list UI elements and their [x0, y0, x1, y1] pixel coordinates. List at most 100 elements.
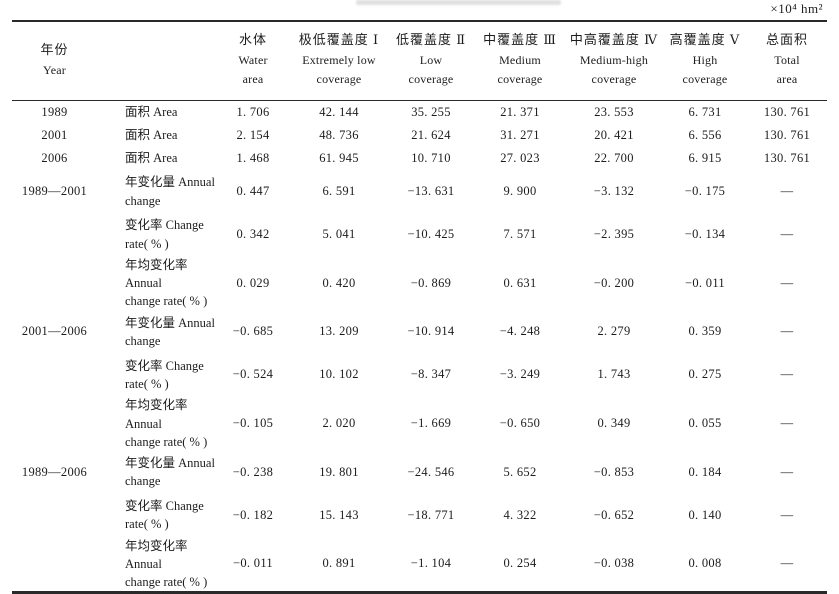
total-value-cell: 130. 761 — [763, 128, 811, 142]
year-cell — [12, 537, 97, 593]
col-header-zh: 中高覆盖度 Ⅳ — [569, 32, 659, 48]
value-cell: −0. 685 — [232, 324, 274, 339]
value-cell: 0. 349 — [597, 416, 631, 431]
col-header-en: Low — [419, 53, 443, 68]
value-cell: −1. 669 — [410, 416, 452, 431]
value-cell: 23. 553 — [594, 105, 634, 119]
total-value-cell: 130. 761 — [763, 105, 811, 119]
col-header-en: Total — [774, 53, 800, 68]
value-cell: 6. 591 — [322, 184, 356, 198]
year-cell: 1989—2001 — [21, 184, 88, 198]
metric-label-cell: 面积 Area — [125, 128, 178, 143]
col-header-en: coverage — [591, 72, 637, 87]
value-cell: 19. 801 — [319, 464, 359, 479]
value-cell: 6. 731 — [688, 105, 722, 119]
table-row: 变化率 Change rate( % ) −0. 524 10. 102 −8. 347… — [12, 353, 827, 396]
value-cell: 4. 322 — [503, 507, 537, 522]
value-cell: 48. 736 — [319, 128, 359, 142]
value-cell: −10. 425 — [407, 227, 455, 241]
table-row: 1989—2001 年变化量 Annual change 0. 447 6. 591 −1… — [12, 170, 827, 213]
total-value-cell: — — [780, 324, 794, 339]
value-cell: 0. 184 — [688, 464, 722, 479]
value-cell: −0. 524 — [232, 367, 274, 382]
col-header-en: coverage — [682, 72, 728, 87]
year-cell — [12, 256, 97, 310]
value-cell: 7. 571 — [503, 227, 537, 241]
col-header-metric — [97, 21, 215, 101]
value-cell: −0. 853 — [593, 464, 635, 479]
col-header-en: area — [242, 72, 264, 87]
col-header-low: 低覆盖度 Ⅱ Low coverage — [387, 21, 475, 101]
value-cell: 20. 421 — [594, 128, 634, 142]
total-value-cell: — — [780, 507, 794, 522]
value-cell: −0. 182 — [232, 507, 274, 522]
value-cell: −0. 200 — [593, 275, 635, 290]
value-cell: 0. 254 — [503, 556, 537, 571]
value-cell: −2. 395 — [593, 227, 635, 241]
year-cell: 1989 — [41, 105, 68, 119]
table-row: 年均变化率 Annual change rate( % ) −0. 105 2. 02… — [12, 396, 827, 450]
value-cell: 0. 140 — [688, 507, 722, 522]
col-header-water: 水体 Water area — [215, 21, 291, 101]
total-value-cell: — — [780, 275, 794, 290]
value-cell: 2. 154 — [236, 128, 270, 142]
col-header-en: area — [776, 72, 798, 87]
col-header-en: coverage — [316, 72, 362, 87]
metric-label-cell: 面积 Area — [125, 151, 178, 166]
value-cell: −8. 347 — [410, 367, 452, 382]
col-header-medium-high: 中高覆盖度 Ⅳ Medium-high coverage — [565, 21, 663, 101]
value-cell: 6. 915 — [688, 151, 722, 165]
value-cell: 21. 371 — [500, 105, 540, 119]
value-cell: −0. 652 — [593, 507, 635, 522]
value-cell: 0. 447 — [236, 184, 270, 198]
metric-label-cell: 年均变化率 Annual change rate( % ) — [125, 398, 208, 449]
col-header-en: Extremely low — [302, 53, 376, 68]
metric-label-cell: 面积 Area — [125, 105, 178, 120]
value-cell: 0. 342 — [236, 227, 270, 241]
value-cell: 35. 255 — [411, 105, 451, 119]
metric-label-cell: 变化率 Change rate( % ) — [125, 358, 204, 391]
col-header-zh: 水体 — [238, 32, 267, 48]
value-cell: 0. 055 — [688, 416, 722, 431]
col-header-en: Water — [238, 53, 268, 68]
col-header-extremely-low: 极低覆盖度 Ⅰ Extremely low coverage — [291, 21, 387, 101]
table-row: 2001—2006 年变化量 Annual change −0. 685 13. 209… — [12, 310, 827, 353]
value-cell: 5. 041 — [322, 227, 356, 241]
col-header-en: High — [692, 53, 718, 68]
total-value-cell: — — [780, 227, 794, 241]
metric-label-cell: 年变化量 Annual change — [125, 315, 215, 348]
value-cell: −1. 104 — [410, 556, 452, 571]
col-header-year-en: Year — [43, 62, 66, 77]
value-cell: 10. 710 — [411, 151, 451, 165]
value-cell: 9. 900 — [503, 184, 537, 198]
value-cell: 0. 029 — [236, 275, 270, 290]
year-cell — [12, 494, 97, 537]
value-cell: −0. 175 — [684, 184, 726, 198]
metric-label-cell: 变化率 Change rate( % ) — [125, 499, 204, 532]
value-cell: 1. 706 — [236, 105, 270, 119]
col-header-year: 年份 Year — [12, 21, 97, 101]
col-header-year-zh: 年份 — [40, 42, 69, 57]
value-cell: −3. 132 — [593, 184, 635, 198]
total-value-cell: 130. 761 — [763, 151, 811, 165]
value-cell: 2. 020 — [322, 416, 356, 431]
col-header-zh: 总面积 — [765, 32, 808, 48]
table-row: 变化率 Change rate( % ) 0. 342 5. 041 −10. 425 7… — [12, 213, 827, 256]
table-row: 年均变化率 Annual change rate( % ) 0. 029 0. 420… — [12, 256, 827, 310]
col-header-zh: 低覆盖度 Ⅱ — [395, 32, 467, 48]
value-cell: 10. 102 — [319, 367, 359, 382]
value-cell: −0. 105 — [232, 416, 274, 431]
value-cell: 0. 631 — [503, 275, 537, 290]
value-cell: 42. 144 — [319, 105, 359, 119]
header-row: 年份 Year 水体 Water area 极低覆盖度 Ⅰ Extremely … — [12, 21, 827, 101]
value-cell: 2. 279 — [597, 324, 631, 339]
land-cover-change-table: 年份 Year 水体 Water area 极低覆盖度 Ⅰ Extremely … — [12, 20, 827, 594]
value-cell: −18. 771 — [407, 507, 455, 522]
table-row: 年均变化率 Annual change rate( % ) −0. 011 0. 89… — [12, 537, 827, 593]
metric-label-cell: 年变化量 Annual change — [125, 175, 215, 208]
year-cell: 2006 — [41, 151, 68, 165]
table-row: 2001 面积 Area 2. 154 48. 736 21. 624 31. 271 20… — [12, 124, 827, 147]
cropped-title-remnant — [356, 0, 561, 5]
metric-label-cell: 年均变化率 Annual change rate( % ) — [125, 258, 208, 309]
year-cell — [12, 353, 97, 396]
